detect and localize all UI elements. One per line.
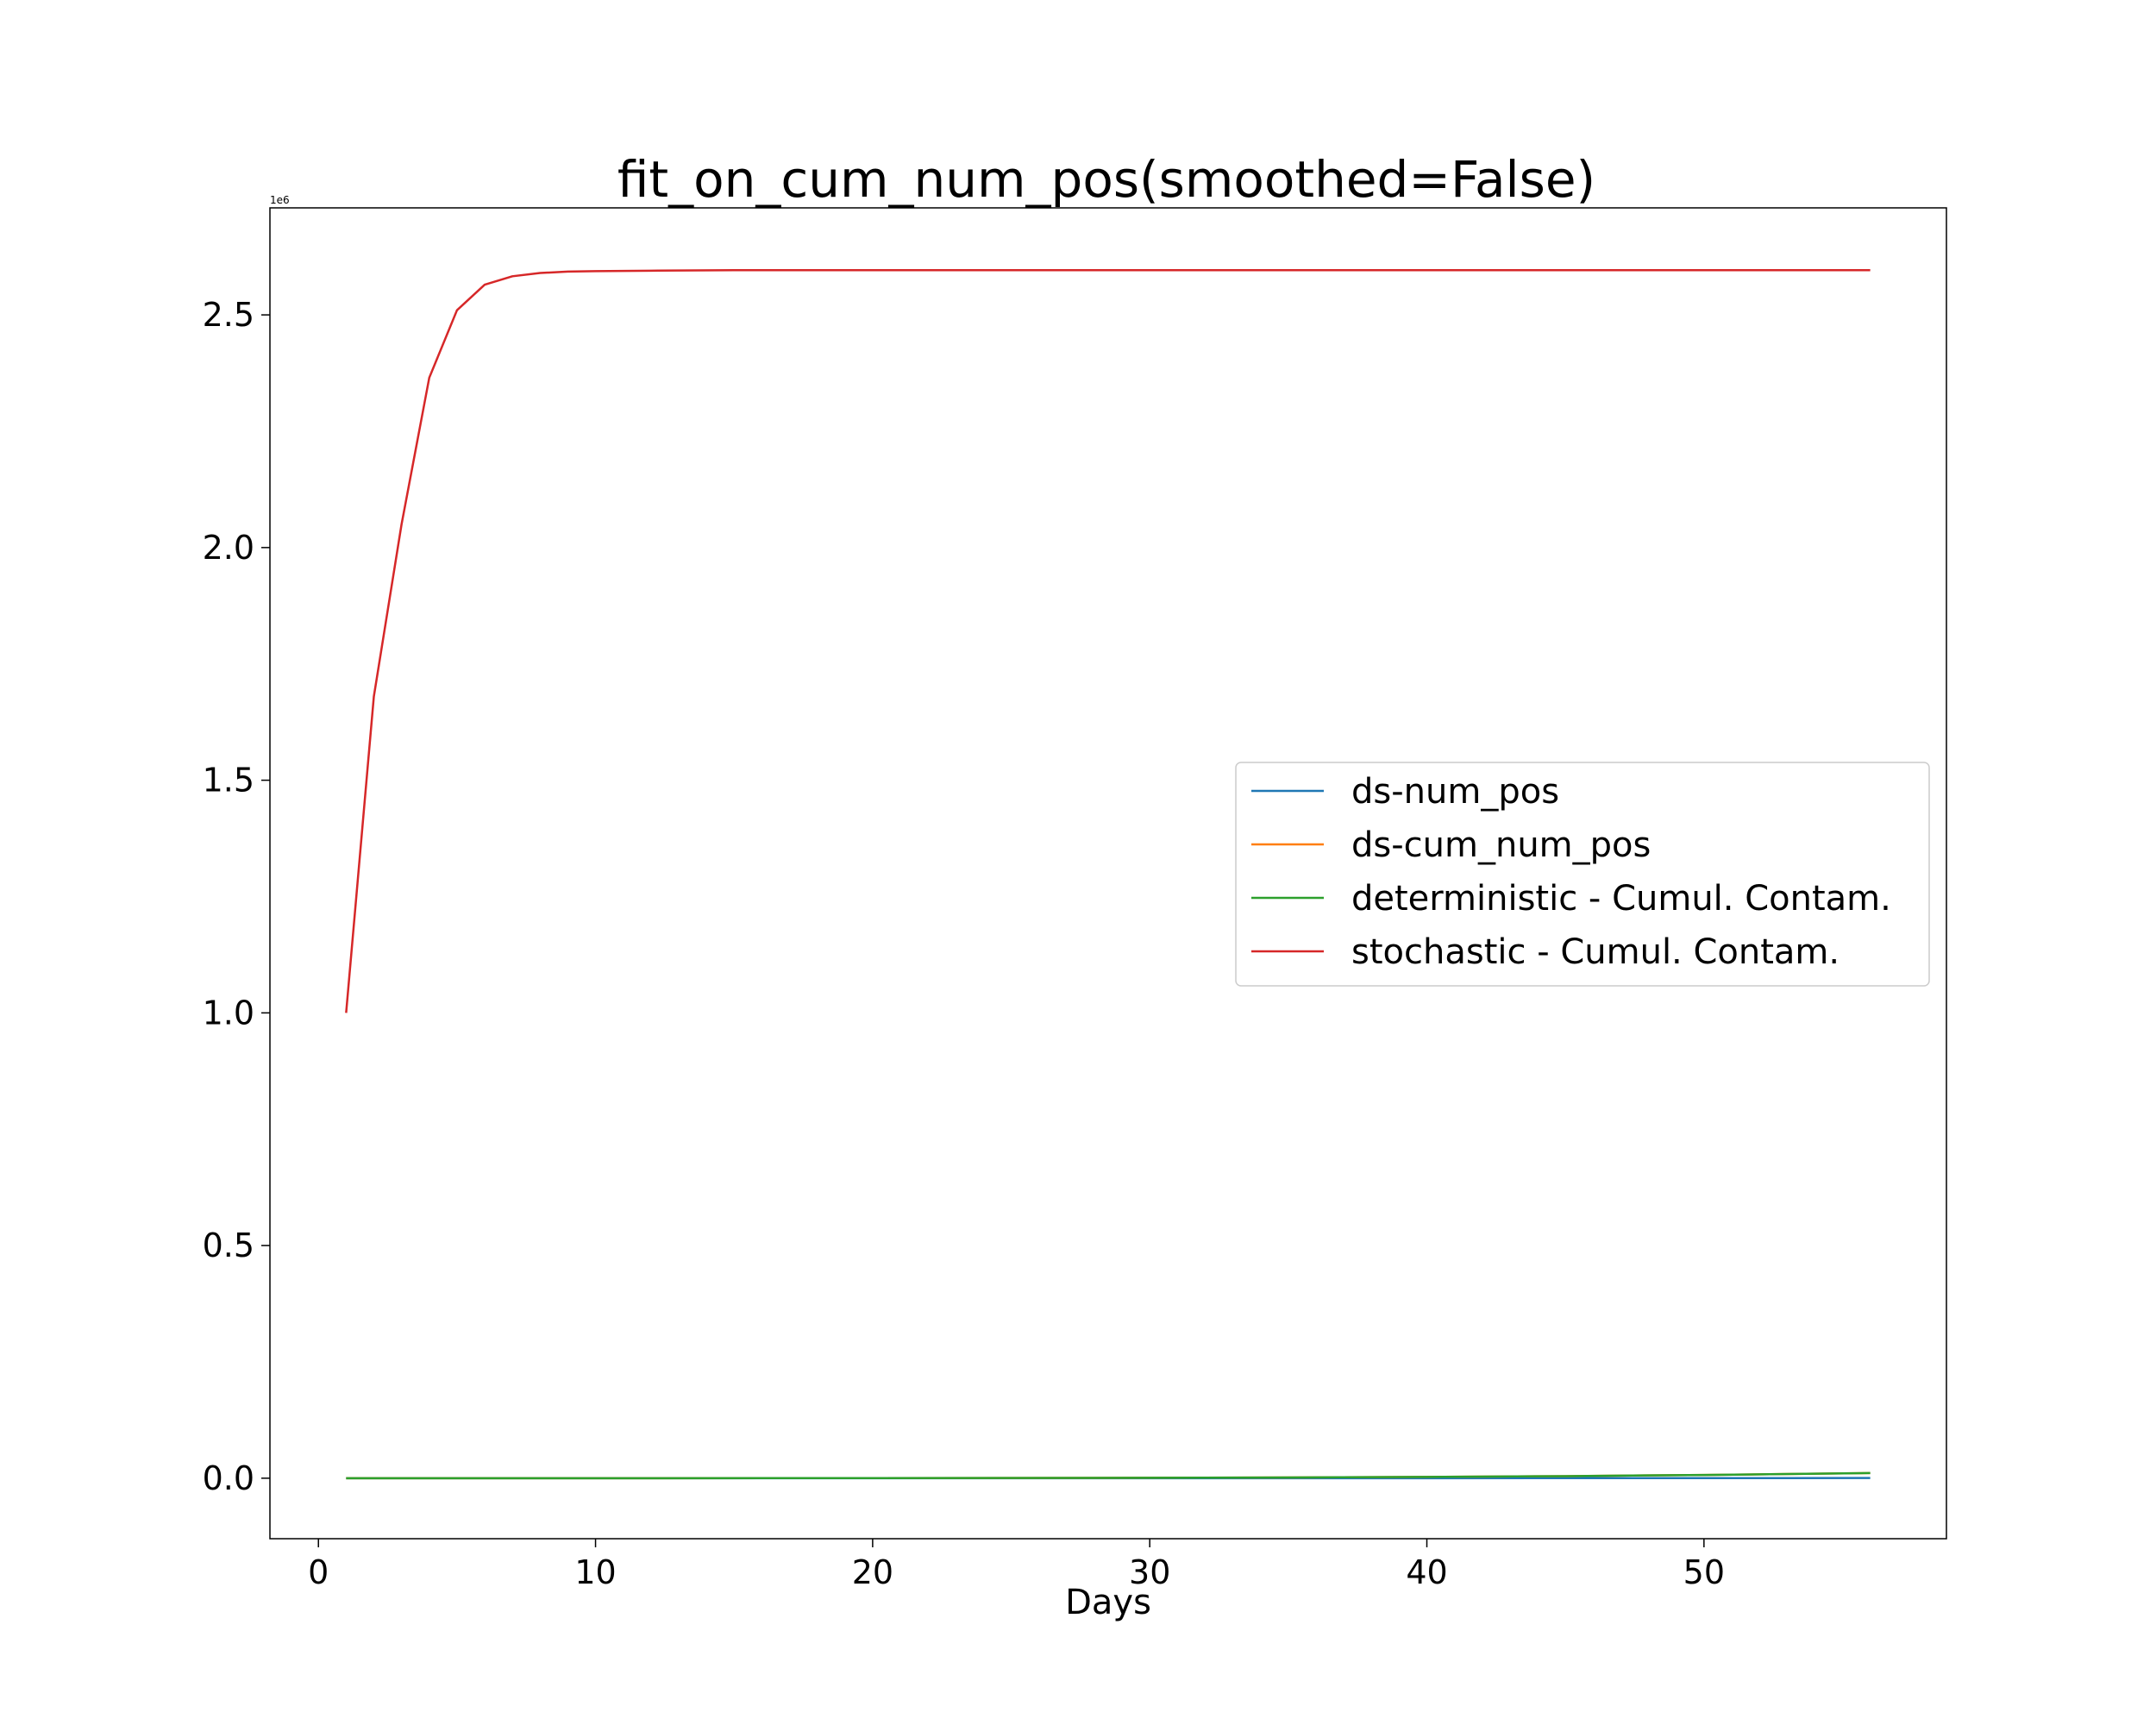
chart-title: fit_on_cum_num_pos(smoothed=False) [617,150,1595,209]
y-tick-label: 0.0 [203,1459,254,1497]
legend: ds-num_pos ds-cum_num_pos deterministic - … [1235,762,1930,987]
x-axis-label: Days [1065,1583,1151,1622]
x-tick-label: 40 [1406,1553,1447,1591]
y-tick-label: 2.5 [203,296,254,334]
y-tick-label: 1.5 [203,762,254,800]
legend-box [1235,762,1930,987]
series-line-2 [346,1471,1871,1480]
x-tick-label: 30 [1129,1553,1170,1591]
x-tick-label: 10 [574,1553,616,1591]
legend-label-2: deterministic - Cumul. Contam. [1351,879,1891,919]
y-tick-label: 1.0 [203,994,254,1032]
x-tick-label: 20 [852,1553,893,1591]
x-axis-ticks: 0 10 20 30 40 50 [308,1539,1725,1591]
y-axis-ticks: 0.0 0.5 1.0 1.5 2.0 2.5 [203,296,270,1497]
y-tick-label: 0.5 [203,1226,254,1264]
x-tick-label: 50 [1683,1553,1725,1591]
series-layer [345,269,1871,1480]
legend-label-0: ds-num_pos [1351,772,1559,812]
x-tick-label: 0 [308,1553,329,1591]
y-offset-label: 1e6 [270,194,290,206]
y-tick-label: 2.0 [203,529,254,567]
legend-label-1: ds-cum_num_pos [1351,825,1651,865]
series-line-3 [345,269,1871,1013]
legend-label-3: stochastic - Cumul. Contam. [1351,932,1839,972]
plot-frame [269,207,1947,1540]
